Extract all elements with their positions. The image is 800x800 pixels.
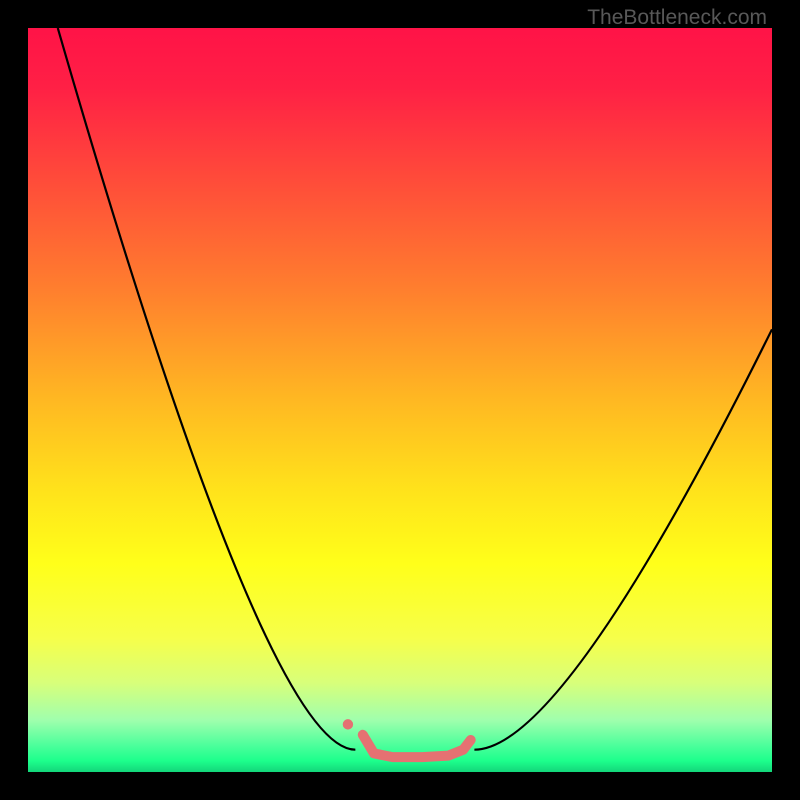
trough-start-dot: [343, 719, 353, 729]
chart-frame: TheBottleneck.com: [0, 0, 800, 800]
plot-area: [28, 28, 772, 772]
watermark-text: TheBottleneck.com: [587, 6, 767, 30]
gradient-background: [28, 28, 772, 772]
plot-svg: [28, 28, 772, 772]
